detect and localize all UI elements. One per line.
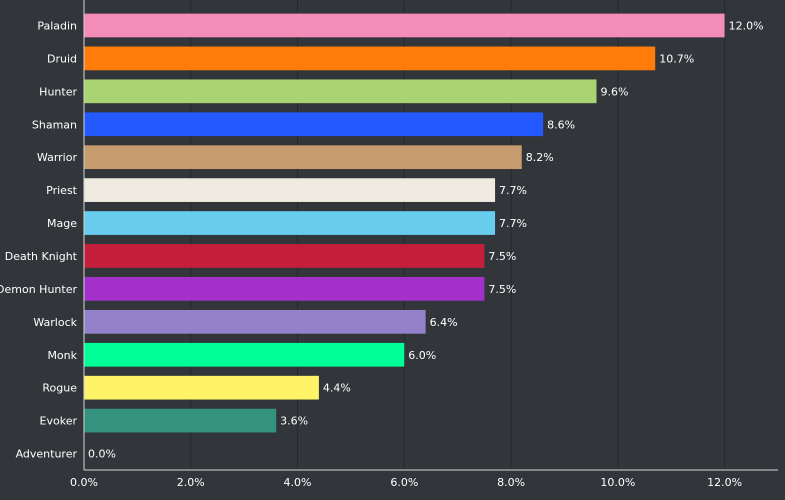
category-label: Warrior	[37, 151, 78, 164]
category-label: Shaman	[32, 118, 77, 131]
value-label: 7.7%	[499, 217, 527, 230]
category-label: Priest	[46, 184, 78, 197]
bar-paladin	[84, 13, 725, 38]
bar-warrior	[84, 145, 522, 170]
category-label: Paladin	[37, 19, 77, 32]
bar-mage	[84, 211, 496, 235]
x-tick-label: 6.0%	[390, 476, 418, 489]
category-label: Druid	[47, 52, 77, 65]
value-label: 12.0%	[729, 19, 764, 32]
x-tick-label: 12.0%	[707, 476, 742, 489]
bar-priest	[84, 178, 496, 202]
bar-rogue	[84, 375, 319, 400]
category-label: Mage	[47, 217, 77, 230]
value-label: 0.0%	[88, 448, 116, 461]
bar-evoker	[84, 408, 277, 433]
category-label: Warlock	[33, 316, 77, 329]
value-label: 6.0%	[408, 349, 436, 362]
bar-hunter	[84, 79, 597, 104]
x-tick-label: 8.0%	[497, 476, 525, 489]
bar-demon-hunter	[84, 277, 485, 301]
category-label: Monk	[47, 349, 77, 362]
category-label: Hunter	[39, 85, 77, 98]
category-label: Rogue	[42, 382, 77, 395]
bar-death-knight	[84, 244, 485, 268]
x-tick-label: 2.0%	[177, 476, 205, 489]
category-label: Adventurer	[16, 448, 78, 461]
x-tick-label: 4.0%	[284, 476, 312, 489]
value-label: 7.5%	[488, 250, 516, 263]
bar-monk	[84, 342, 405, 367]
x-tick-label: 0.0%	[70, 476, 98, 489]
x-tick-label: 10.0%	[600, 476, 635, 489]
value-label: 3.6%	[280, 415, 308, 428]
value-label: 8.2%	[526, 151, 554, 164]
value-label: 7.7%	[499, 184, 527, 197]
bars	[84, 13, 725, 433]
bar-druid	[84, 46, 656, 71]
value-label: 9.6%	[600, 85, 628, 98]
axes: 0.0% 2.0% 4.0% 6.0% 8.0% 10.0% 12.0% Paladin 12.…	[0, 0, 778, 489]
bar-shaman	[84, 112, 544, 137]
value-label: 10.7%	[659, 52, 694, 65]
value-label: 4.4%	[323, 382, 351, 395]
value-label: 7.5%	[488, 283, 516, 296]
category-label: Evoker	[40, 415, 78, 428]
value-label: 6.4%	[430, 316, 458, 329]
category-label: Death Knight	[5, 250, 78, 263]
bar-warlock	[84, 309, 426, 334]
value-label: 8.6%	[547, 118, 575, 131]
category-label: Demon Hunter	[0, 283, 77, 296]
